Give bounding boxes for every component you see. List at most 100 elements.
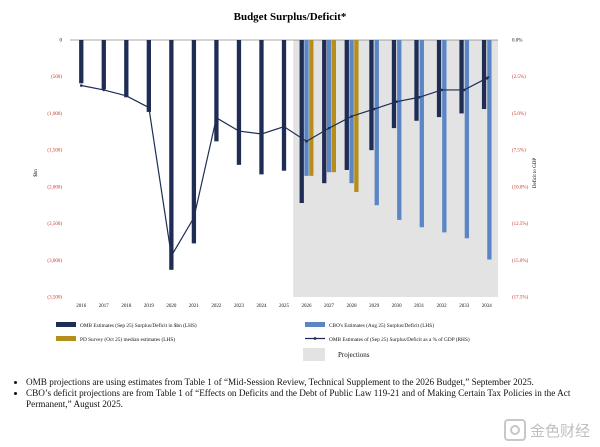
bar (79, 40, 84, 84)
plot-area: 0 (500) (1,000) (1,500) (2,000) (2,500) (3,000… (47, 39, 528, 310)
deficit-gdp-point (192, 216, 196, 219)
deficit-gdp-point (260, 132, 263, 136)
bar (354, 40, 359, 192)
bar (349, 40, 354, 184)
legend-swatch-omb (56, 322, 76, 327)
bar (344, 40, 349, 170)
legend-swatch-cbo (305, 322, 325, 327)
bar (442, 40, 447, 233)
x-tick-label: 2018 (121, 304, 132, 309)
deficit-gdp-point (305, 140, 308, 143)
legend: OMB Estimates (Sep 25) Surplus/Deficit i… (56, 322, 470, 361)
y-tick-left: 0 (60, 39, 63, 44)
legend-label: CBO's Estimates (Aug 25) Surplus/Deficit… (329, 322, 434, 329)
deficit-gdp-point (395, 100, 398, 103)
x-tick-label: 2029 (369, 304, 380, 309)
bar (419, 40, 424, 228)
bar (309, 40, 314, 176)
deficit-gdp-point (237, 129, 241, 133)
bar (374, 40, 379, 206)
deficit-gdp-point (102, 88, 106, 92)
x-tick-label: 2026 (302, 304, 313, 309)
x-tick-label: 2028 (347, 304, 358, 309)
deficit-gdp-point (327, 126, 331, 130)
deficit-gdp-point (147, 106, 151, 109)
bar (322, 40, 327, 184)
bar (214, 40, 219, 142)
bar (459, 40, 464, 114)
bar (304, 40, 309, 176)
deficit-gdp-point (170, 254, 173, 258)
bar (369, 40, 374, 151)
y-tick-left: (1,000) (47, 112, 62, 117)
y-tick-left: (1,500) (47, 149, 62, 154)
deficit-gdp-point (350, 115, 353, 118)
watermark-logo-icon (503, 419, 526, 441)
legend-label-projections: Projections (338, 351, 370, 359)
y-axis-left-label: $bn (34, 169, 39, 177)
legend-swatch-pd (56, 336, 76, 341)
y-tick-right: 0.0% (512, 39, 522, 44)
x-tick-label: 2034 (482, 304, 493, 309)
bar (169, 40, 174, 270)
y-tick-right: (10.0%) (512, 185, 529, 190)
y-tick-right: (17.5%) (512, 296, 529, 301)
deficit-gdp-point (417, 95, 421, 99)
line-arrow (485, 76, 490, 81)
legend-label: OMB Estimates (Sep 25) Surplus/Deficit i… (80, 322, 197, 329)
bar (299, 40, 304, 204)
x-tick-label: 2023 (234, 304, 245, 309)
x-tick-label: 2020 (166, 304, 177, 309)
footnotes: OMB projections are using estimates from… (14, 377, 596, 410)
x-tick-label: 2027 (324, 304, 335, 309)
footnote-cbo: CBO’s deficit projections are from Table… (26, 388, 596, 410)
bar (397, 40, 402, 220)
legend-swatch-gdp-marker (313, 337, 317, 340)
bar (236, 40, 242, 165)
deficit-gdp-point (282, 125, 286, 128)
x-tick-label: 2016 (76, 304, 87, 309)
bar (101, 40, 106, 90)
bar (191, 40, 197, 244)
deficit-gdp-point (79, 84, 83, 87)
y-tick-right: (5.0%) (512, 112, 526, 117)
watermark: 金色财经 (503, 419, 590, 441)
bar (391, 40, 397, 129)
deficit-gdp-point (440, 88, 443, 92)
x-tick-label: 2021 (189, 304, 200, 309)
bar (331, 40, 337, 173)
x-tick-label: 2024 (256, 304, 267, 309)
budget-chart: Budget Surplus/Deficit* 0 (500) (1,000) (1,… (34, 11, 538, 361)
bar (326, 40, 332, 173)
y-tick-right: (7.5%) (512, 149, 526, 154)
chart-title: Budget Surplus/Deficit* (234, 11, 347, 23)
bar (124, 40, 129, 98)
y-tick-left: (3,500) (47, 296, 62, 301)
y-axis-right-label: Deficit to GDP (533, 158, 538, 188)
x-tick-label: 2019 (144, 304, 155, 309)
y-tick-left: (3,000) (47, 259, 62, 264)
deficit-gdp-point (215, 116, 218, 120)
bar (464, 40, 470, 239)
deficit-gdp-point (125, 94, 128, 98)
x-tick-label: 2032 (437, 304, 448, 309)
bar (436, 40, 442, 118)
deficit-gdp-point (462, 88, 466, 92)
y-tick-right: (12.5%) (512, 222, 529, 227)
bar (414, 40, 419, 121)
legend-label: OMB Estimates of (Sep 25) Surplus/Defici… (329, 336, 470, 343)
bar (481, 40, 487, 110)
y-tick-left: (500) (51, 75, 62, 80)
legend-label: PD Survey (Oct 25) median estimates (LHS… (80, 336, 175, 343)
x-tick-label: 2017 (99, 304, 110, 309)
x-tick-label: 2031 (414, 304, 425, 309)
bar (259, 40, 264, 175)
x-tick-label: 2022 (211, 304, 222, 309)
bar (146, 40, 151, 112)
x-tick-label: 2025 (279, 304, 290, 309)
footnote-omb: OMB projections are using estimates from… (26, 377, 596, 388)
y-tick-right: (2.5%) (512, 75, 526, 80)
y-tick-left: (2,000) (47, 185, 62, 190)
x-tick-label: 2033 (459, 304, 470, 309)
deficit-gdp-point (372, 107, 376, 111)
